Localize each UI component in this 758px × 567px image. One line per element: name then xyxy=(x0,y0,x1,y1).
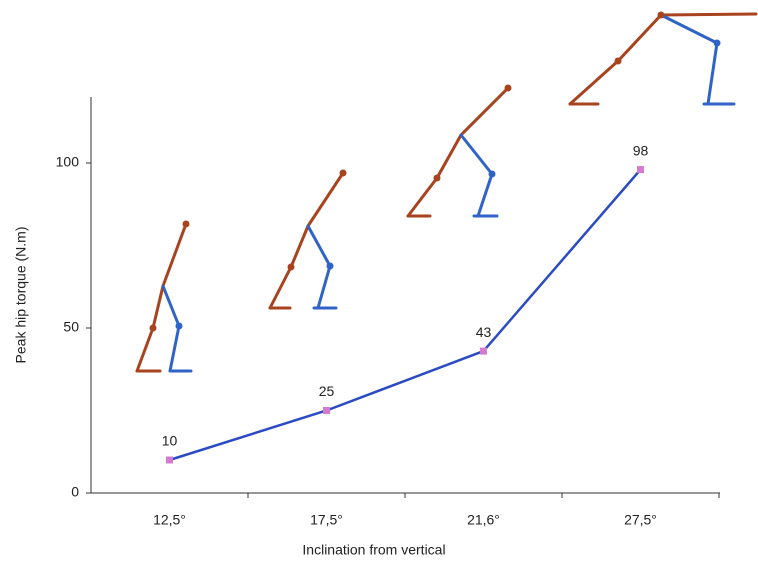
line xyxy=(169,168,642,462)
data-label: 98 xyxy=(633,142,649,158)
data-label: 43 xyxy=(476,324,492,340)
point xyxy=(166,456,173,464)
stick-figures xyxy=(135,11,758,373)
x-tick-label: 17,5° xyxy=(310,512,343,528)
y-tick-label: 100 xyxy=(56,154,80,170)
point xyxy=(323,407,330,414)
x-tick-label: 27,5° xyxy=(624,512,657,528)
data-label: 25 xyxy=(319,383,335,399)
data-label: 10 xyxy=(162,433,178,449)
x-tick-label: 12,5° xyxy=(153,512,186,528)
y-axis-title: Peak hip torque (N.m) xyxy=(13,227,29,364)
point xyxy=(637,166,644,174)
x-axis-title: Inclination from vertical xyxy=(302,542,445,558)
y-tick-label: 50 xyxy=(63,319,79,335)
y-tick-label: 0 xyxy=(71,484,79,500)
x-tick-label: 21,6° xyxy=(467,512,500,528)
point xyxy=(480,347,487,355)
